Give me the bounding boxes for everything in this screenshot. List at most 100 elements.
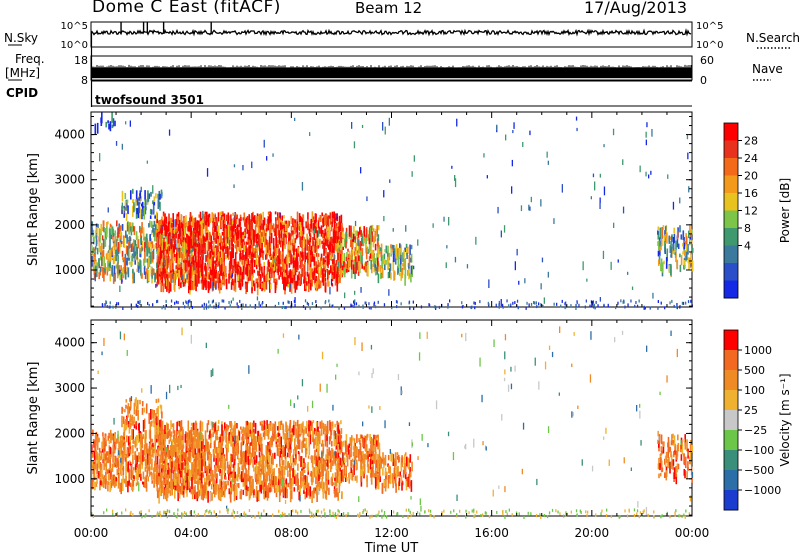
- power-panel-echo-cell: [95, 235, 98, 247]
- power-panel-echo-cell: [151, 230, 153, 236]
- power-panel-echo-cell: [399, 264, 402, 272]
- power-panel-echo-cell: [294, 222, 296, 235]
- power-panel-echo-cell: [193, 217, 196, 223]
- power-panel-echo-cell: [287, 248, 290, 255]
- power-panel-echo-cell: [282, 277, 284, 284]
- power-panel-echo-cell: [360, 230, 362, 237]
- velocity-panel-echo-cell: [280, 436, 282, 448]
- velocity-panel-echo-cell: [259, 481, 261, 492]
- power-panel-echo-cell: [95, 261, 97, 267]
- power-panel-echo-cell: [278, 248, 280, 258]
- power-panel-echo-cell: [177, 259, 179, 265]
- power-panel-echo-cell: [676, 259, 679, 270]
- power-panel-echo-cell: [657, 230, 659, 235]
- power-panel-echo-cell: [109, 223, 112, 228]
- power-panel-echo-cell: [214, 214, 216, 219]
- power-panel-echo-cell: [276, 228, 279, 236]
- power-panel-scatter-cell: [500, 299, 502, 307]
- velocity-panel-echo-cell: [341, 491, 343, 499]
- power-panel-ground-cell: [617, 301, 619, 305]
- power-panel-echo-cell: [327, 216, 329, 227]
- power-panel-echo-cell: [327, 239, 329, 248]
- velocity-panel-echo-cell: [94, 440, 96, 452]
- power-panel-echo-cell: [146, 233, 148, 246]
- power-panel-scatter-cell: [612, 128, 615, 136]
- power-panel-scatter-cell: [411, 171, 413, 177]
- velocity-panel-echo-cell: [149, 429, 152, 440]
- power-panel-scatter-cell: [392, 228, 394, 232]
- power-panel-echo-cell: [258, 271, 260, 280]
- power-panel-echo-cell: [263, 269, 265, 280]
- power-panel-echo-cell: [253, 230, 256, 234]
- power-panel-echo-cell: [120, 274, 123, 284]
- velocity-panel-echo-cell: [98, 456, 100, 462]
- power-panel-ground-cell: [660, 301, 662, 305]
- velocity-panel-echo-cell: [141, 436, 143, 449]
- power-panel-echo-cell: [149, 215, 152, 219]
- power-panel-scatter-cell: [279, 212, 281, 218]
- power-panel-echo-cell: [290, 215, 293, 224]
- power-panel-echo-cell: [220, 265, 223, 276]
- power-panel-echo-cell: [302, 226, 305, 235]
- power-panel-echo-cell: [241, 268, 243, 272]
- velocity-panel-echo-cell: [322, 443, 325, 449]
- power-panel-echo-cell: [248, 245, 250, 255]
- power-panel-echo-cell: [136, 246, 138, 254]
- power-panel-ground-cell: [595, 300, 597, 304]
- power-panel-echo-cell: [164, 283, 166, 287]
- power-panel-echo-cell: [307, 239, 309, 244]
- power-panel-echo-cell: [139, 190, 142, 199]
- velocity-panel-echo-cell: [129, 435, 131, 443]
- power-panel-echo-cell: [164, 241, 166, 247]
- power-panel-ground-cell: [217, 304, 219, 308]
- power-panel-echo-cell: [300, 252, 302, 258]
- power-panel-echo-cell: [670, 246, 673, 258]
- power-panel-echo-cell: [167, 258, 169, 268]
- power-panel-echo-cell: [294, 248, 296, 252]
- power-panel-echo-cell: [390, 272, 392, 280]
- power-panel-echo-cell: [127, 253, 130, 261]
- power-panel-echo-cell: [256, 283, 259, 296]
- velocity-panel-echo-cell: [247, 449, 250, 461]
- power-panel-echo-cell: [232, 235, 234, 239]
- power-panel-echo-cell: [143, 258, 145, 266]
- power-panel-echo-cell: [269, 269, 271, 279]
- power-panel-ground-cell: [191, 306, 193, 309]
- power-panel-echo-cell: [157, 264, 160, 273]
- power-panel-echo-cell: [204, 277, 206, 288]
- power-panel-echo-cell: [345, 263, 347, 268]
- velocity-panel-echo-cell: [263, 455, 266, 461]
- power-panel-scatter-cell: [193, 265, 195, 271]
- power-panel-scatter-cell: [413, 155, 415, 162]
- power-panel-echo-cell: [658, 240, 660, 251]
- power-panel-echo-cell: [183, 217, 186, 224]
- power-panel-echo-cell: [97, 223, 99, 228]
- velocity-panel-echo-cell: [143, 456, 146, 462]
- velocity-panel-echo-cell: [142, 434, 145, 440]
- power-panel-echo-cell: [675, 240, 677, 250]
- velocity-panel-echo-cell: [192, 430, 195, 436]
- power-panel-echo-cell: [332, 231, 335, 243]
- velocity-panel-echo-cell: [105, 453, 107, 461]
- power-panel-ground-cell: [162, 305, 165, 309]
- power-panel-echo-cell: [210, 250, 212, 260]
- power-panel-scatter-cell: [329, 287, 331, 295]
- power-panel-echo-cell: [330, 253, 333, 260]
- power-panel-scatter-cell: [144, 236, 146, 243]
- power-panel-echo-cell: [376, 225, 378, 237]
- power-panel-echo-cell: [157, 193, 159, 199]
- power-panel-echo-cell: [231, 220, 234, 228]
- velocity-panel-echo-cell: [282, 445, 284, 457]
- velocity-panel-echo-cell: [276, 426, 279, 431]
- power-panel-echo-cell: [229, 271, 232, 276]
- power-panel-echo-cell: [283, 224, 285, 229]
- power-panel-echo-cell: [393, 248, 396, 255]
- power-panel-echo-cell: [288, 263, 291, 268]
- power-panel-echo-cell: [121, 190, 124, 202]
- power-panel-echo-cell: [188, 236, 191, 244]
- power-panel-echo-cell: [326, 239, 328, 247]
- power-panel-echo-cell: [269, 247, 271, 257]
- power-panel-echo-cell: [134, 251, 136, 259]
- power-panel-echo-cell: [664, 226, 667, 231]
- velocity-panel-echo-cell: [126, 435, 128, 443]
